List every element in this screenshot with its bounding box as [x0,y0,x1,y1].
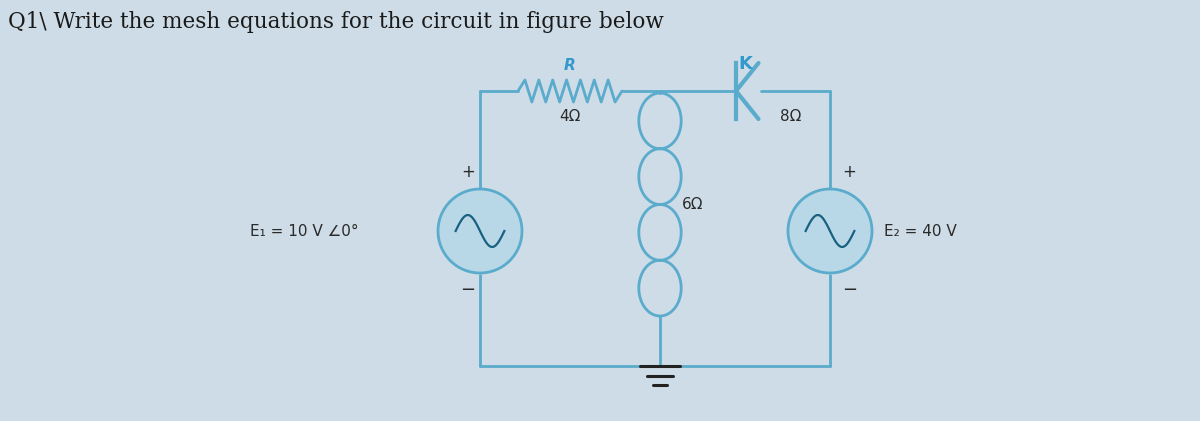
Text: E₁ = 10 V ∠0°: E₁ = 10 V ∠0° [250,224,359,239]
Text: 6Ω: 6Ω [682,197,703,212]
Circle shape [788,189,872,273]
Text: R: R [564,58,576,73]
Text: +: + [842,163,856,181]
Text: 8Ω: 8Ω [780,109,802,124]
Text: −: − [461,281,475,299]
Text: 4Ω: 4Ω [559,109,581,124]
Text: K: K [738,55,752,73]
Text: Q1\ Write the mesh equations for the circuit in figure below: Q1\ Write the mesh equations for the cir… [8,11,664,33]
Text: −: − [842,281,857,299]
Circle shape [438,189,522,273]
Text: +: + [461,163,475,181]
Text: E₂ = 40 V: E₂ = 40 V [884,224,956,239]
